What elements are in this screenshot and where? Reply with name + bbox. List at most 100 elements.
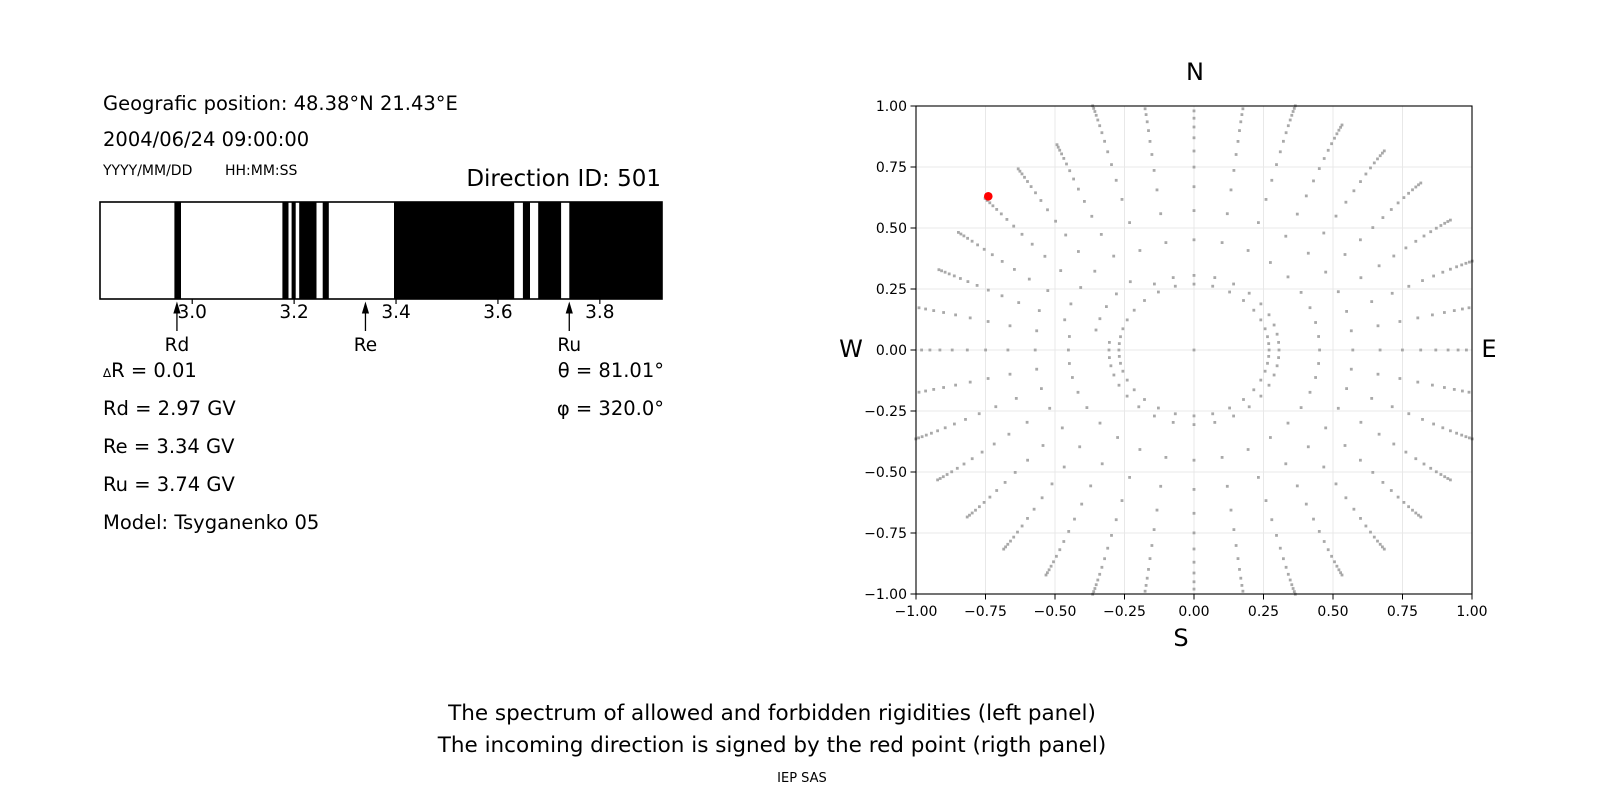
asymptotic-dot xyxy=(982,501,986,504)
y-tick-label: −1.00 xyxy=(864,587,907,603)
asymptotic-dot xyxy=(1056,145,1060,149)
asymptotic-dot xyxy=(1284,234,1288,238)
asymptotic-dot xyxy=(1008,372,1012,376)
asymptotic-dot xyxy=(1317,530,1321,533)
asymptotic-dot xyxy=(1192,209,1196,212)
asymptotic-dot xyxy=(1046,289,1050,292)
asymptotic-dot xyxy=(1269,261,1272,264)
allowed-rigidity-band xyxy=(522,202,530,299)
y-tick-label: −0.50 xyxy=(864,465,907,481)
asymptotic-dot xyxy=(1229,508,1233,512)
asymptotic-dot xyxy=(1364,172,1368,176)
asymptotic-dot xyxy=(1192,238,1196,242)
asymptotic-dot xyxy=(984,348,987,352)
asymptotic-dot xyxy=(1147,568,1150,571)
asymptotic-dot xyxy=(959,277,962,280)
asymptotic-dot xyxy=(1213,421,1217,424)
asymptotic-dot xyxy=(924,307,927,311)
asymptotic-dot xyxy=(1106,150,1110,154)
asymptotic-dot xyxy=(1404,450,1408,454)
asymptotic-dot xyxy=(1000,294,1004,298)
asymptotic-dot xyxy=(1238,568,1241,571)
asymptotic-dot xyxy=(1352,189,1356,193)
asymptotic-dot xyxy=(966,280,970,283)
asymptotic-dot xyxy=(1396,495,1400,499)
cutoff-arrow-head xyxy=(565,301,573,314)
asymptotic-dot xyxy=(1147,129,1150,132)
asymptotic-dot xyxy=(952,274,956,278)
asymptotic-dot xyxy=(1213,276,1217,279)
asymptotic-dot xyxy=(1324,426,1328,430)
asymptotic-dot xyxy=(1449,429,1452,433)
asymptotic-dot xyxy=(1372,535,1376,539)
y-tick-label: 0.00 xyxy=(876,343,907,359)
asymptotic-dot xyxy=(1242,299,1245,302)
asymptotic-dot xyxy=(968,513,971,517)
asymptotic-dot xyxy=(1290,583,1294,587)
asymptotic-dot xyxy=(1132,388,1136,392)
asymptotic-dot xyxy=(1337,568,1341,572)
asymptotic-dot xyxy=(1055,554,1058,558)
asymptotic-dot xyxy=(1326,548,1330,552)
asymptotic-dot xyxy=(1157,406,1160,410)
asymptotic-dot xyxy=(1192,531,1196,535)
asymptotic-dot xyxy=(1286,124,1290,128)
asymptotic-dot xyxy=(1062,540,1066,543)
asymptotic-dot xyxy=(1414,185,1418,189)
asymptotic-dot xyxy=(1117,348,1121,352)
asymptotic-dot xyxy=(1054,219,1057,223)
asymptotic-dot xyxy=(1370,397,1374,400)
asymptotic-dot xyxy=(1439,224,1443,227)
asymptotic-dot xyxy=(1351,348,1355,352)
asymptotic-dot xyxy=(1103,139,1106,143)
asymptotic-dot xyxy=(917,436,920,440)
asymptotic-dot xyxy=(1020,232,1024,236)
asymptotic-dot xyxy=(1041,444,1045,447)
asymptotic-dot xyxy=(1417,183,1420,187)
asymptotic-dot xyxy=(1382,547,1386,551)
asymptotic-dot xyxy=(1192,511,1196,515)
asymptotic-dot xyxy=(1077,187,1080,191)
asymptotic-dot xyxy=(957,231,960,234)
asymptotic-dot xyxy=(1128,280,1132,284)
asymptotic-dot xyxy=(1449,267,1452,271)
asymptotic-dot xyxy=(1269,436,1272,439)
asymptotic-dot xyxy=(1431,383,1434,387)
asymptotic-dot xyxy=(1337,128,1341,132)
asymptotic-dot xyxy=(982,247,986,251)
spectrum-tick-label: 3.0 xyxy=(178,302,207,323)
asymptotic-dot xyxy=(1417,513,1420,517)
asymptotic-dot xyxy=(1364,524,1368,528)
asymptotic-dot xyxy=(1065,162,1068,166)
asymptotic-dot xyxy=(1144,113,1148,116)
asymptotic-dot xyxy=(1143,398,1146,401)
asymptotic-dot xyxy=(988,201,992,205)
asymptotic-dot xyxy=(1267,348,1271,352)
asymptotic-dot xyxy=(968,380,972,384)
asymptotic-dot xyxy=(1411,188,1414,192)
y-tick-label: −0.75 xyxy=(864,526,907,542)
asymptotic-dot xyxy=(1267,383,1271,387)
asymptotic-dot xyxy=(1247,291,1251,295)
asymptotic-dot xyxy=(1240,113,1244,116)
asymptotic-dot xyxy=(1020,524,1024,528)
asymptotic-dot xyxy=(1275,332,1279,336)
asymptotic-dot xyxy=(1128,476,1131,479)
asymptotic-dot xyxy=(1288,118,1292,122)
asymptotic-dot xyxy=(1264,198,1268,201)
asymptotic-dot xyxy=(1192,125,1196,129)
asymptotic-dot xyxy=(920,435,924,439)
y-tick-label: −0.25 xyxy=(864,404,907,420)
asymptotic-dot xyxy=(1030,242,1034,246)
delta-r-label: ∆R = 0.01 xyxy=(103,361,197,381)
asymptotic-dot xyxy=(1143,589,1147,593)
asymptotic-dot xyxy=(1013,268,1016,271)
asymptotic-dot xyxy=(1150,153,1154,156)
asymptotic-dot xyxy=(964,418,967,421)
asymptotic-dot xyxy=(1093,110,1097,113)
asymptotic-dot xyxy=(1034,191,1037,195)
asymptotic-dot xyxy=(1234,544,1238,547)
asymptotic-dot xyxy=(1059,269,1063,272)
asymptotic-dot xyxy=(1292,107,1296,110)
asymptotic-dot xyxy=(1110,163,1113,166)
